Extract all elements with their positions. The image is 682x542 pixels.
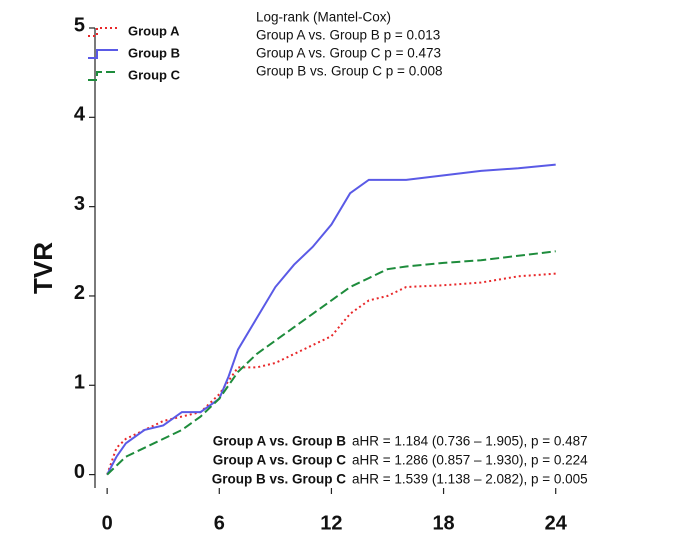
series-line bbox=[106, 250, 556, 476]
hr-comparison: Group A vs. Group C bbox=[213, 453, 347, 468]
legend-swatch bbox=[88, 71, 118, 81]
y-tick-label: 2 bbox=[74, 282, 85, 304]
series-line bbox=[106, 163, 556, 476]
x-tick-label: 24 bbox=[545, 512, 568, 534]
series-line bbox=[106, 272, 556, 475]
y-tick-label: 3 bbox=[74, 193, 85, 215]
legend-swatch bbox=[88, 49, 118, 59]
log-rank-text: Group B vs. Group C p = 0.008 bbox=[256, 64, 442, 79]
y-tick-label: 0 bbox=[74, 461, 85, 483]
legend-label: Group A bbox=[128, 23, 180, 38]
log-rank-text: Group A vs. Group B p = 0.013 bbox=[256, 28, 440, 43]
hr-result: aHR = 1.286 (0.857 – 1.930), p = 0.224 bbox=[352, 453, 588, 468]
x-tick-label: 18 bbox=[432, 512, 454, 534]
y-tick-label: 1 bbox=[74, 372, 85, 394]
legend-label: Group B bbox=[128, 45, 180, 60]
hr-comparison: Group B vs. Group C bbox=[212, 472, 347, 487]
hr-comparison: Group A vs. Group B bbox=[213, 434, 347, 449]
x-tick-label: 0 bbox=[102, 512, 113, 534]
log-rank-text: Group A vs. Group C p = 0.473 bbox=[256, 46, 441, 61]
y-tick-label: 5 bbox=[74, 14, 85, 36]
x-tick-label: 6 bbox=[214, 512, 225, 534]
y-tick-label: 4 bbox=[74, 104, 86, 126]
y-axis-label: TVR bbox=[28, 242, 58, 294]
log-rank-text: Log-rank (Mantel-Cox) bbox=[256, 10, 391, 25]
hr-result: aHR = 1.539 (1.138 – 2.082), p = 0.005 bbox=[352, 472, 588, 487]
legend-label: Group C bbox=[128, 67, 181, 82]
legend-swatch bbox=[88, 27, 118, 37]
hr-result: aHR = 1.184 (0.736 – 1.905), p = 0.487 bbox=[352, 434, 588, 449]
x-tick-label: 12 bbox=[320, 512, 342, 534]
